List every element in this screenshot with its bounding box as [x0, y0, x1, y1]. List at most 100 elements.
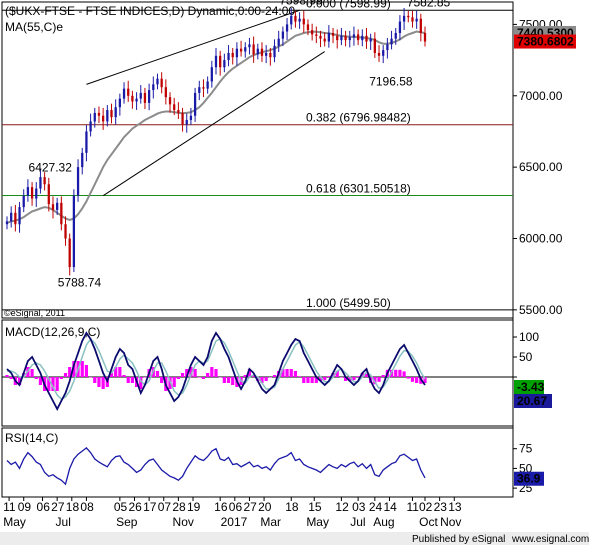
candle-body	[35, 188, 38, 199]
channel-upper-line	[86, 9, 300, 85]
candle-body	[235, 48, 239, 58]
candle-99	[419, 13, 422, 42]
candle-body	[256, 48, 259, 55]
macd-histogram-bar	[47, 377, 51, 391]
candle-75	[319, 30, 322, 48]
candle-body	[177, 110, 180, 113]
macd-histogram-bar	[139, 377, 143, 389]
candle-body	[110, 110, 113, 118]
candle-body	[369, 38, 372, 42]
macd-histogram-bar	[17, 377, 22, 385]
last-price-label-bg	[514, 34, 576, 49]
candle-body	[131, 95, 134, 102]
macd-histogram-bar	[34, 377, 38, 379]
x-axis: 11 09 06 27 18 08 05 26 17 07 28 19 16 06 27 20 18 15 12 03…	[3, 497, 462, 529]
macd-histogram-bar	[331, 373, 335, 377]
macd-histogram-bar	[130, 377, 134, 383]
macd-signal-line	[7, 337, 426, 400]
price-tick-label-1: 6000.00	[519, 232, 563, 246]
price-annotations: 6427.32 5788.74 7598.99 7582.85 7196.58	[29, 0, 451, 290]
macd-histogram-bar	[89, 377, 93, 378]
candle-46	[198, 80, 201, 101]
candle-body	[56, 202, 59, 210]
candle-49	[210, 60, 213, 88]
candle-19	[85, 125, 88, 162]
annotation-4: 7196.58	[369, 75, 413, 89]
macd-histogram-bar	[72, 361, 76, 377]
candle-71	[302, 10, 305, 33]
candle-body	[285, 24, 289, 32]
macd-histogram-bar	[302, 377, 306, 383]
macd-histogram-bar	[68, 367, 72, 377]
macd-histogram-bar	[423, 377, 427, 383]
macd-tick-label-1: 50	[519, 350, 533, 364]
candle-body	[260, 48, 264, 56]
candle-87	[369, 33, 372, 50]
fibonacci-levels: 0.000 (7598.99) 0.382 (6796.98482) 0.618 (…	[2, 0, 513, 311]
candle-13	[60, 196, 63, 231]
annotation-2: 7598.99	[279, 0, 323, 7]
macd-histogram-bar	[348, 377, 352, 381]
rsi-series	[6, 447, 426, 486]
candle-78	[331, 27, 335, 44]
macd-histogram-bar	[9, 377, 13, 379]
candle-body	[244, 47, 247, 52]
macd-histogram-bar	[93, 377, 97, 383]
chart-title: ($UKX-FTSE - FTSE INDICES,D) Dynamic,0:0…	[5, 4, 295, 18]
footer-bar	[0, 532, 589, 545]
macd-histogram-bar	[197, 377, 201, 378]
macd-histogram-bar	[281, 369, 285, 377]
candle-body	[64, 224, 67, 239]
candle-24	[106, 105, 109, 127]
candle-body	[160, 78, 163, 88]
candle-53	[227, 45, 230, 67]
signal-value-label: 20.67	[517, 394, 547, 408]
candle-82	[348, 30, 351, 48]
candle-16	[72, 189, 76, 273]
candle-body	[51, 204, 55, 210]
macd-histogram-bar	[185, 369, 189, 377]
price-candles	[5, 7, 427, 276]
candle-body	[156, 78, 159, 85]
candle-body	[135, 98, 138, 102]
macd-histogram-bar	[143, 377, 147, 378]
candle-39	[168, 92, 172, 113]
candle-body	[193, 92, 197, 116]
candle-body	[298, 18, 301, 22]
candle-17	[76, 159, 80, 202]
candle-22	[97, 106, 101, 124]
macd-histogram-bar	[260, 377, 264, 383]
annotation-3: 7582.85	[407, 0, 451, 10]
candle-6	[30, 182, 34, 206]
candle-body	[30, 187, 34, 199]
candle-body	[356, 34, 360, 41]
macd-histogram-bar	[394, 369, 398, 377]
macd-histogram-bar	[55, 377, 59, 391]
macd-histogram-bar	[59, 377, 63, 379]
candle-body	[277, 38, 280, 46]
candle-4	[22, 189, 25, 213]
macd-histogram-bar	[218, 377, 222, 378]
candle-1	[10, 206, 13, 228]
candle-body	[390, 38, 393, 45]
macd-histogram-bar	[381, 375, 385, 377]
ma-legend: MA(55,C)e	[5, 20, 63, 34]
candle-41	[177, 102, 180, 120]
x-tick-label-15: 20	[258, 500, 272, 514]
macd-histogram-bar	[155, 371, 160, 377]
rsi-line	[6, 447, 426, 486]
candle-62	[265, 45, 268, 64]
x-tick-label-9: 07	[158, 500, 172, 514]
candle-body	[5, 221, 9, 225]
candle-43	[185, 113, 188, 133]
candle-35	[152, 76, 155, 99]
candle-38	[164, 79, 167, 105]
candle-body	[223, 60, 226, 68]
candle-31	[135, 92, 138, 110]
macd-histogram-bar	[356, 376, 360, 377]
candle-body	[231, 52, 234, 58]
candle-100	[423, 26, 427, 47]
candle-body	[315, 34, 318, 36]
